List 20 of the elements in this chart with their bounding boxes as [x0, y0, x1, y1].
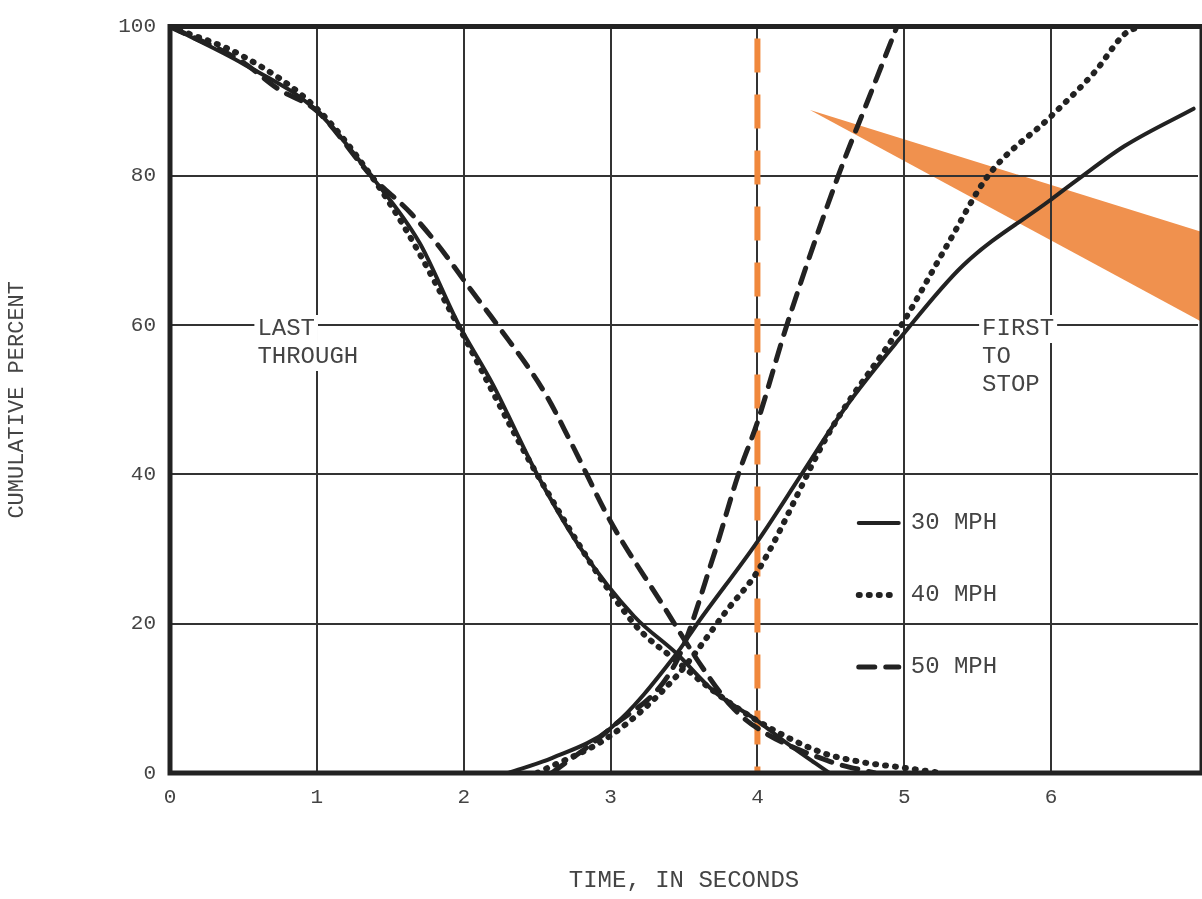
y-tick-label: 0	[143, 761, 156, 785]
x-tick-label: 4	[751, 786, 764, 810]
x-tick-label: 0	[163, 786, 177, 810]
y-tick-label: 100	[118, 15, 156, 39]
y-tick-label: 40	[130, 463, 156, 486]
y-tick-label: 80	[130, 164, 156, 188]
x-tick-label: 6	[1044, 786, 1058, 810]
legend-label: 40 MPH	[910, 581, 998, 609]
x-tick-label: 3	[604, 786, 617, 810]
x-tick-label: 1	[310, 786, 324, 810]
legend-label: 50 MPH	[910, 653, 998, 681]
y-tick-label: 60	[130, 313, 156, 337]
annotation: LAST THROUGH	[257, 315, 359, 371]
annotation: FIRST TO STOP	[982, 315, 1055, 399]
x-tick-label: 5	[897, 786, 911, 810]
legend-label: 30 MPH	[910, 509, 998, 537]
x-tick-label: 2	[457, 786, 471, 810]
y-axis-title: CUMULATIVE PERCENT	[5, 280, 31, 519]
x-axis-title: TIME, IN SECONDS	[568, 866, 800, 894]
y-tick-label: 20	[130, 612, 156, 636]
